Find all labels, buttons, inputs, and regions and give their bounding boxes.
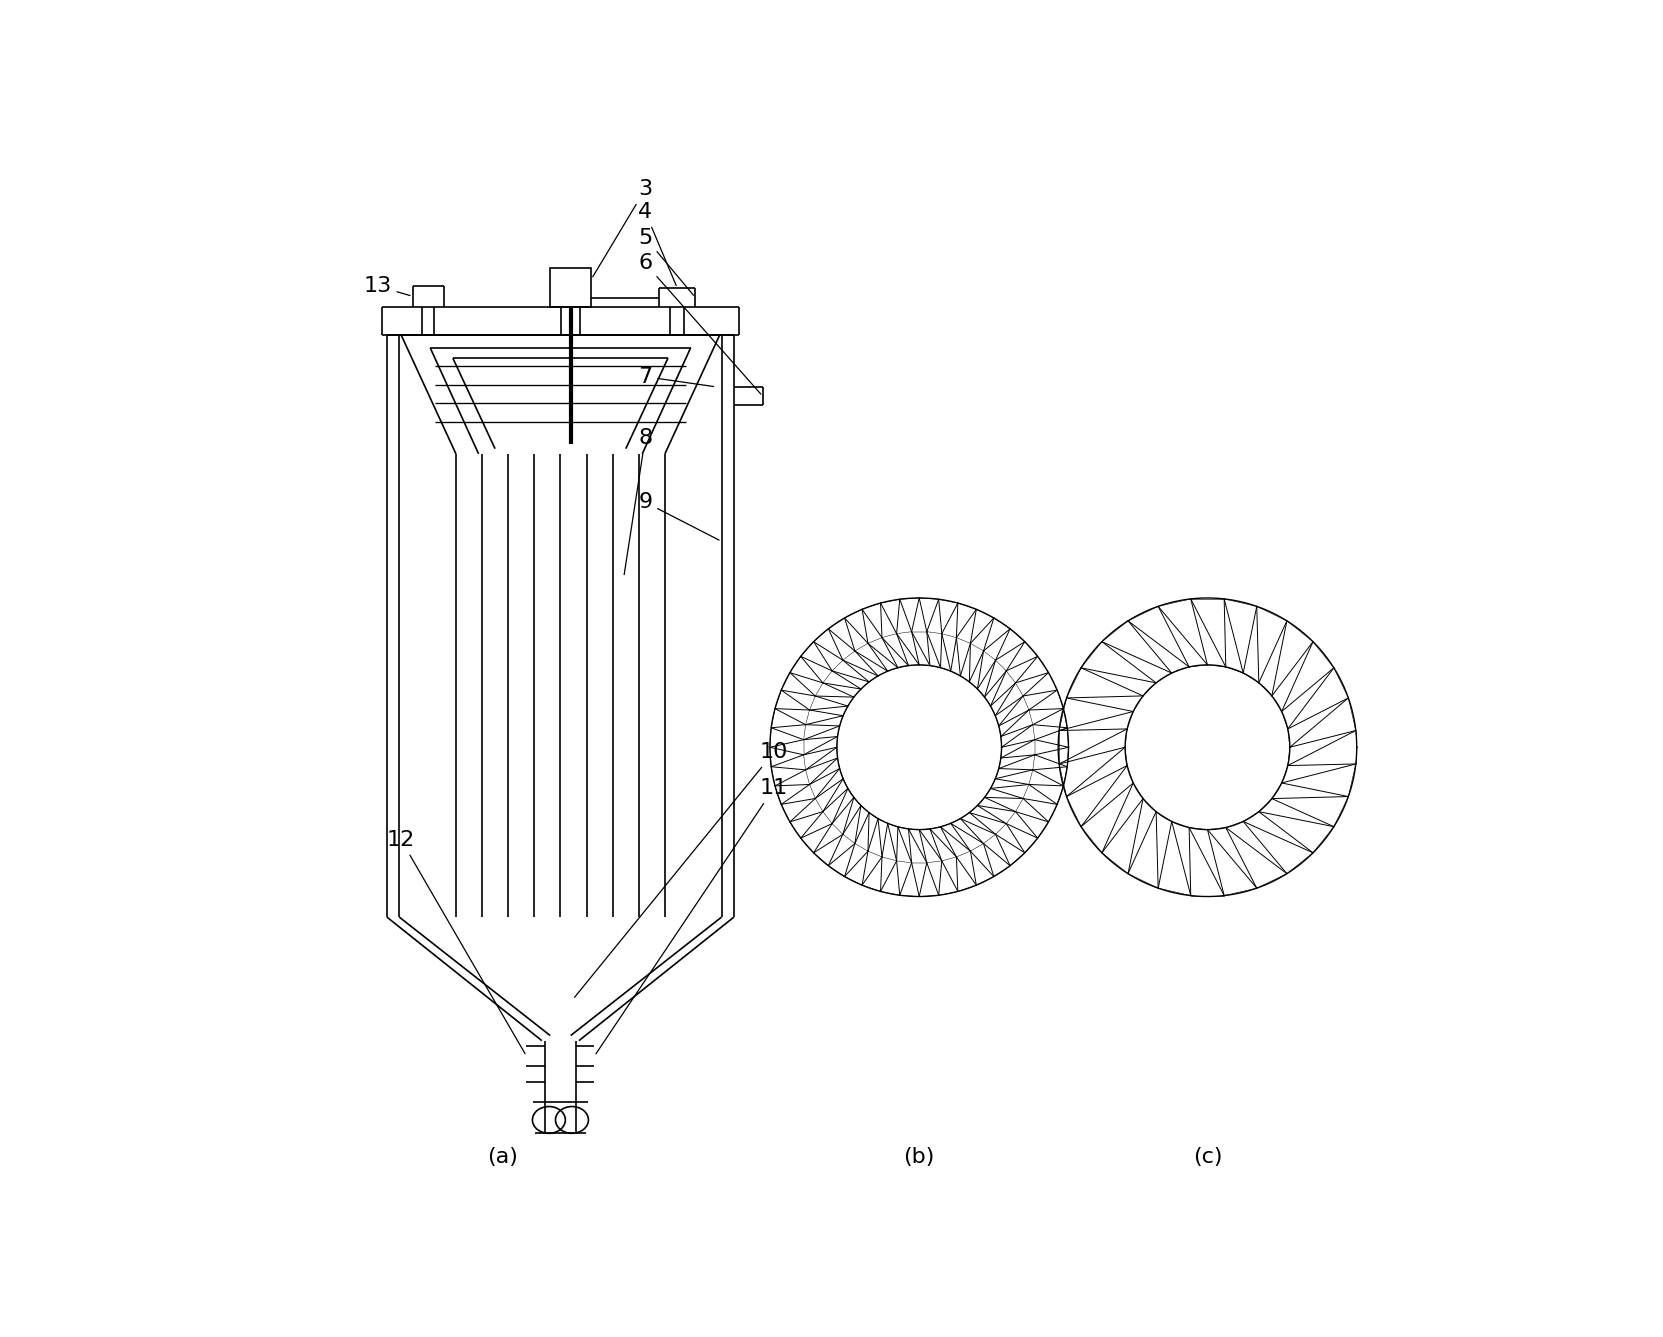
- Text: 12: 12: [387, 830, 526, 1054]
- Text: 11: 11: [595, 778, 788, 1054]
- Text: 13: 13: [363, 275, 411, 295]
- Text: (b): (b): [903, 1147, 935, 1167]
- Text: 3: 3: [592, 179, 652, 277]
- Text: 8: 8: [624, 428, 652, 575]
- Text: 5: 5: [639, 227, 693, 295]
- Text: 9: 9: [639, 492, 718, 540]
- Text: (a): (a): [487, 1147, 517, 1167]
- Text: 6: 6: [639, 254, 762, 394]
- Text: (c): (c): [1192, 1147, 1222, 1167]
- Bar: [550, 267, 592, 306]
- Text: 7: 7: [639, 366, 713, 386]
- Text: 4: 4: [639, 202, 677, 286]
- Text: 10: 10: [574, 742, 788, 997]
